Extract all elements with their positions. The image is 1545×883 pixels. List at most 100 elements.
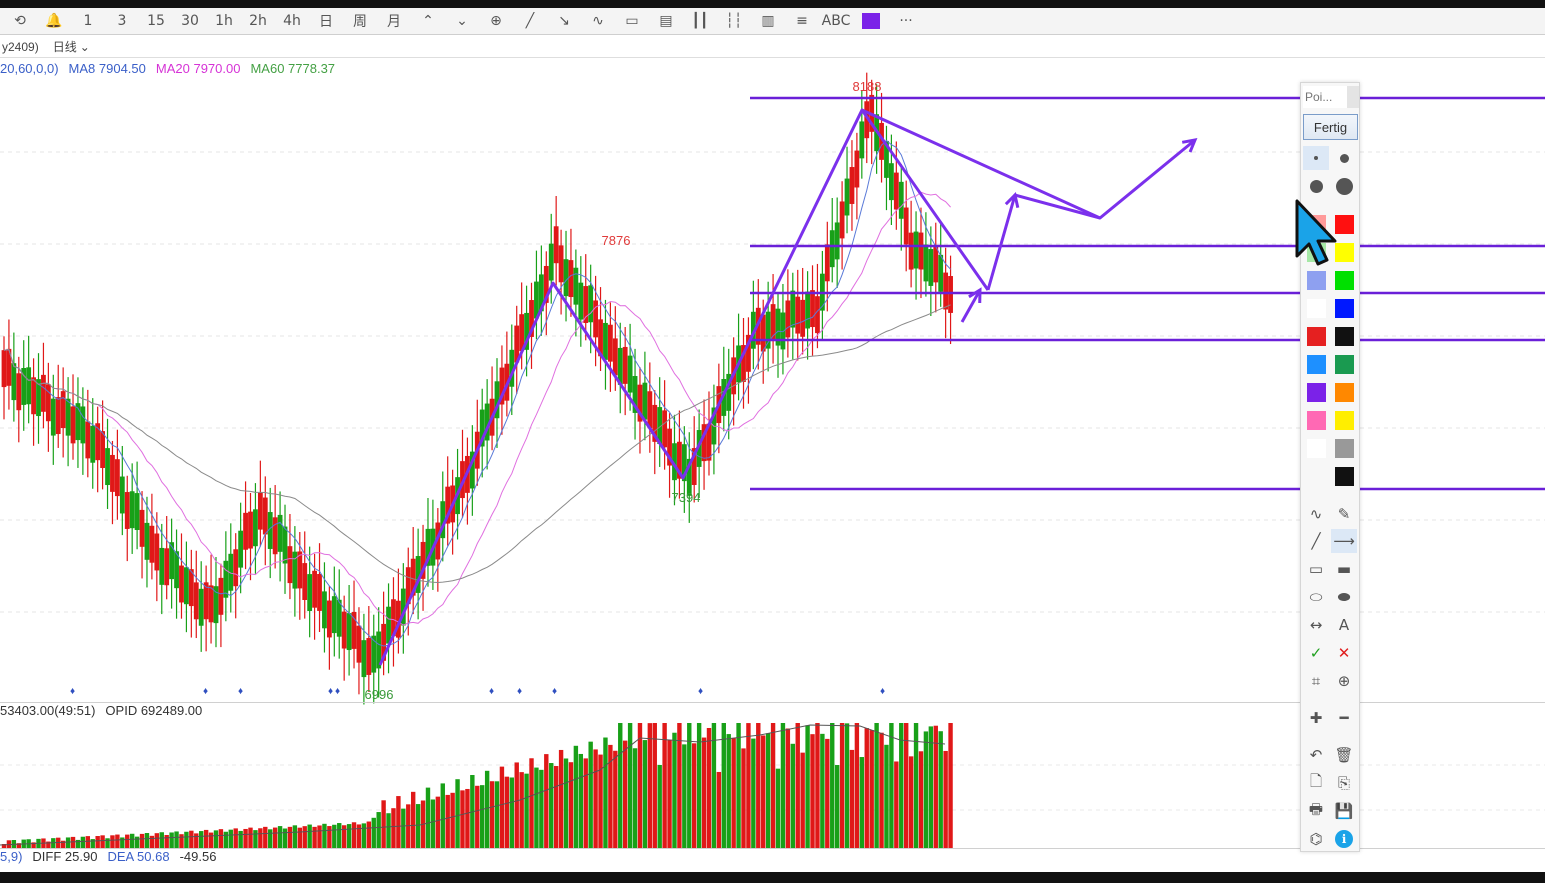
toolbar-item-1[interactable]: 🔔 <box>45 13 63 29</box>
color-swatch-right-4[interactable] <box>1331 324 1357 348</box>
volume-bar <box>918 751 924 848</box>
tool-9-1[interactable]: ⎘ <box>1331 771 1357 795</box>
candle-body <box>60 391 66 429</box>
color-swatch-left-7[interactable] <box>1303 408 1329 432</box>
toolbar-item-2[interactable]: 1 <box>83 13 93 29</box>
tool-2-1[interactable]: ▬ <box>1331 557 1357 581</box>
tool-1-1[interactable]: ⟶ <box>1331 529 1357 553</box>
toolbar-item-6[interactable]: 1h <box>215 13 233 29</box>
candle-body <box>933 245 939 283</box>
candle-body <box>233 549 239 587</box>
toolbar-item-21[interactable]: ┆┆ <box>725 13 743 29</box>
tool-11-0[interactable]: ⌬ <box>1303 827 1329 851</box>
toolbar-item-12[interactable]: ⌃ <box>422 13 434 29</box>
toolbar-item-3[interactable]: 3 <box>117 13 127 29</box>
toolbar-item-23[interactable]: ≡ <box>796 13 808 29</box>
color-swatch-left-8[interactable] <box>1303 436 1329 460</box>
toolbar-item-17[interactable]: ∿ <box>592 13 604 29</box>
color-swatch-right-3[interactable] <box>1331 296 1357 320</box>
tool-glyph-icon: ↶ <box>1309 746 1323 764</box>
tool-3-1[interactable]: ⬬ <box>1331 585 1357 609</box>
tool-0-0[interactable]: ∿ <box>1303 502 1329 526</box>
toolbar-item-4[interactable]: 15 <box>147 13 165 29</box>
volume-bar <box>558 749 564 848</box>
color-swatch-right-6[interactable] <box>1331 380 1357 404</box>
color-swatch-left-4[interactable] <box>1303 324 1329 348</box>
toolbar-item-25[interactable] <box>862 13 880 29</box>
size-option-2[interactable] <box>1303 174 1329 198</box>
tool-9-0[interactable]: 🗋 <box>1303 771 1329 795</box>
toolbar-item-5[interactable]: 30 <box>181 13 199 29</box>
candle-body <box>11 363 17 401</box>
tool-1-0[interactable]: ╱ <box>1303 529 1329 553</box>
color-swatch-right-9[interactable] <box>1331 464 1357 488</box>
toolbar-item-11[interactable]: 月 <box>387 14 401 30</box>
color-swatch-right-2[interactable] <box>1331 268 1357 292</box>
color-swatch-right-0[interactable] <box>1331 212 1357 236</box>
tool-5-0[interactable]: ✓ <box>1303 641 1329 665</box>
period-select[interactable]: 日线 ⌄ <box>53 38 90 55</box>
tool-7-1[interactable]: ━ <box>1331 706 1357 730</box>
toolbar-item-9[interactable]: 日 <box>319 14 333 30</box>
candle-body <box>938 254 944 292</box>
color-swatch-left-6[interactable] <box>1303 380 1329 404</box>
toolbar-item-14[interactable]: ⊕ <box>490 13 502 29</box>
toolbar-item-0[interactable]: ⟲ <box>14 13 26 29</box>
toolbar-item-22[interactable]: ▥ <box>761 13 775 29</box>
volume-bar <box>603 737 608 848</box>
volume-bar <box>568 762 574 848</box>
tool-10-0[interactable]: 🖶 <box>1303 799 1329 823</box>
toolbar-item-7[interactable]: 2h <box>249 13 267 29</box>
size-option-1[interactable] <box>1331 146 1357 170</box>
tool-6-0[interactable]: ⌗ <box>1303 669 1329 693</box>
toolbar-item-20[interactable]: ┃┃ <box>691 13 709 29</box>
size-option-0[interactable] <box>1303 146 1329 170</box>
candle-body <box>100 431 105 469</box>
ma-params[interactable]: 20,60,0,0) <box>0 60 59 76</box>
tool-10-1[interactable]: 💾 <box>1331 799 1357 823</box>
tool-11-1[interactable]: ℹ <box>1331 827 1357 851</box>
tool-5-1[interactable]: ✕ <box>1331 641 1357 665</box>
volume-bar <box>208 832 214 848</box>
palette-search-input[interactable] <box>1303 86 1347 108</box>
tool-7-0[interactable]: ✚ <box>1303 706 1329 730</box>
tool-4-1[interactable]: A <box>1331 613 1357 637</box>
toolbar-item-15[interactable]: ╱ <box>525 13 535 29</box>
toolbar-item-19[interactable]: ▤ <box>659 13 673 29</box>
color-swatch-left-2[interactable] <box>1303 268 1329 292</box>
volume-bar <box>721 723 726 848</box>
tool-0-1[interactable]: ✎ <box>1331 502 1357 526</box>
color-swatch-left-5[interactable] <box>1303 352 1329 376</box>
macd-params[interactable]: 5,9) <box>0 849 23 864</box>
color-swatch-right-1[interactable] <box>1331 240 1357 264</box>
volume-bar <box>110 835 115 848</box>
tool-4-0[interactable]: ↔ <box>1303 613 1329 637</box>
color-swatch-right-7[interactable] <box>1331 408 1357 432</box>
tool-2-0[interactable]: ▭ <box>1303 557 1329 581</box>
color-swatch-left-3[interactable] <box>1303 296 1329 320</box>
toolbar-item-18[interactable]: ▭ <box>625 13 639 29</box>
tool-8-0[interactable]: ↶ <box>1303 743 1329 767</box>
candle-body <box>849 167 855 204</box>
toolbar-item-10[interactable]: 周 <box>353 14 367 30</box>
volume-bar <box>775 768 781 848</box>
color-swatch-right-8[interactable] <box>1331 436 1357 460</box>
toolbar-item-13[interactable]: ⌄ <box>456 13 468 29</box>
toolbar-item-24[interactable]: ABC <box>821 13 851 29</box>
volume-bar <box>430 799 436 848</box>
color-swatch-right-5[interactable] <box>1331 352 1357 376</box>
tool-3-0[interactable]: ⬭ <box>1303 585 1329 609</box>
tool-8-1[interactable]: 🗑 <box>1331 743 1357 767</box>
candle-body <box>573 267 579 305</box>
size-option-3[interactable] <box>1331 174 1357 198</box>
volume-bar <box>928 726 934 848</box>
tool-6-1[interactable]: ⊕ <box>1331 669 1357 693</box>
toolbar-item-8[interactable]: 4h <box>283 13 301 29</box>
volume-bar <box>154 833 160 848</box>
toolbar-item-16[interactable]: ↘ <box>558 13 570 29</box>
volume-bar <box>203 829 209 848</box>
toolbar-item-26[interactable]: ··· <box>899 13 913 29</box>
done-button[interactable]: Fertig <box>1303 114 1358 140</box>
palette-input-button[interactable] <box>1347 86 1359 108</box>
